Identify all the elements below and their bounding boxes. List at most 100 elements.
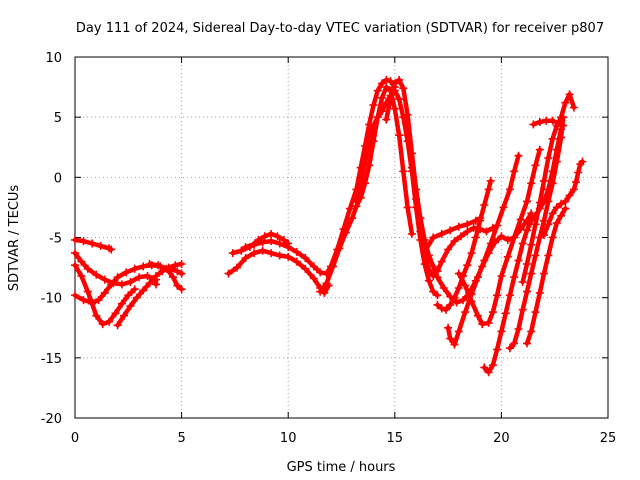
data-point-marker: [258, 246, 267, 255]
data-point-marker: [329, 262, 337, 271]
data-point-marker: [152, 272, 160, 280]
data-point-marker: [378, 79, 386, 88]
data-point-marker: [77, 257, 86, 266]
data-point-marker: [71, 235, 79, 244]
data-point-marker: [544, 251, 553, 260]
data-point-marker: [497, 272, 506, 280]
x-tick-label: 15: [387, 431, 404, 446]
data-point-marker: [437, 257, 446, 266]
data-point-marker: [173, 281, 182, 290]
data-point-marker: [111, 309, 120, 318]
data-point-marker: [316, 268, 325, 277]
data-point-marker: [369, 121, 378, 130]
data-point-marker: [439, 284, 448, 292]
data-point-marker: [316, 287, 325, 296]
data-point-marker: [224, 269, 233, 278]
data-point-marker: [486, 176, 495, 185]
data-point-marker: [267, 249, 276, 258]
data-point-marker: [578, 157, 587, 166]
data-point-marker: [552, 203, 561, 212]
data-point-marker: [378, 93, 386, 102]
data-point-marker: [535, 288, 544, 297]
data-point-marker: [403, 131, 412, 140]
series-track-20: [523, 204, 570, 348]
data-point-marker: [301, 264, 310, 273]
data-series: [71, 75, 587, 377]
data-point-marker: [540, 176, 548, 185]
data-point-marker: [527, 209, 536, 218]
data-point-marker: [130, 285, 139, 294]
data-point-marker: [529, 120, 538, 129]
data-point-marker: [258, 238, 267, 247]
data-point-marker: [463, 261, 472, 270]
data-point-marker: [488, 308, 497, 317]
data-point-marker: [98, 320, 107, 329]
data-point-marker: [403, 203, 412, 212]
data-point-marker: [535, 145, 544, 154]
series-line: [317, 84, 415, 294]
data-point-marker: [484, 368, 493, 377]
data-point-marker: [386, 77, 395, 86]
data-point-marker: [518, 278, 527, 286]
data-point-marker: [301, 254, 310, 262]
data-point-marker: [120, 311, 128, 320]
data-point-marker: [548, 233, 557, 242]
x-axis-label: GPS time / hours: [287, 460, 396, 475]
data-point-marker: [544, 154, 553, 163]
data-point-marker: [250, 249, 259, 258]
data-point-marker: [523, 226, 531, 235]
series-track-21: [518, 90, 578, 286]
series-track-22: [540, 157, 587, 240]
series-track-17: [454, 145, 544, 329]
data-point-marker: [493, 221, 502, 230]
data-point-marker: [130, 264, 139, 273]
data-point-marker: [552, 157, 561, 166]
data-point-marker: [471, 233, 480, 242]
data-point-marker: [459, 296, 467, 305]
data-point-marker: [88, 239, 97, 248]
data-point-marker: [139, 286, 148, 295]
data-point-marker: [527, 327, 536, 336]
data-point-marker: [518, 239, 527, 248]
data-point-marker: [373, 113, 382, 122]
data-point-marker: [292, 247, 301, 256]
data-point-marker: [544, 197, 553, 206]
x-tick-label: 0: [71, 431, 79, 446]
data-point-marker: [92, 311, 101, 320]
data-point-marker: [503, 235, 512, 244]
data-point-marker: [540, 231, 548, 240]
data-point-marker: [279, 235, 288, 244]
data-point-marker: [92, 270, 101, 279]
data-point-marker: [493, 291, 502, 300]
series-track-1: [71, 235, 116, 254]
data-point-marker: [407, 229, 416, 238]
data-point-marker: [557, 133, 566, 142]
data-point-marker: [450, 237, 459, 246]
data-point-marker: [527, 240, 536, 249]
series-line: [243, 77, 398, 276]
data-point-marker: [429, 272, 438, 280]
data-point-marker: [540, 216, 548, 225]
data-point-marker: [476, 216, 485, 225]
data-point-marker: [510, 339, 519, 348]
y-tick-label: -5: [49, 232, 62, 247]
data-point-marker: [444, 245, 453, 254]
data-point-marker: [139, 262, 148, 271]
series-line: [524, 206, 568, 346]
data-point-marker: [446, 300, 455, 309]
data-point-marker: [416, 227, 425, 236]
data-point-marker: [284, 252, 293, 261]
data-point-marker: [561, 204, 570, 213]
data-point-marker: [486, 239, 495, 248]
series-track-5: [113, 260, 186, 330]
data-point-marker: [407, 163, 416, 172]
data-point-marker: [523, 260, 531, 268]
data-point-marker: [386, 95, 395, 104]
data-point-marker: [117, 299, 126, 308]
data-point-marker: [71, 291, 79, 300]
data-point-marker: [514, 256, 523, 265]
data-point-marker: [535, 198, 544, 207]
data-point-marker: [484, 318, 493, 327]
data-point-marker: [501, 309, 510, 318]
data-point-marker: [373, 86, 382, 95]
